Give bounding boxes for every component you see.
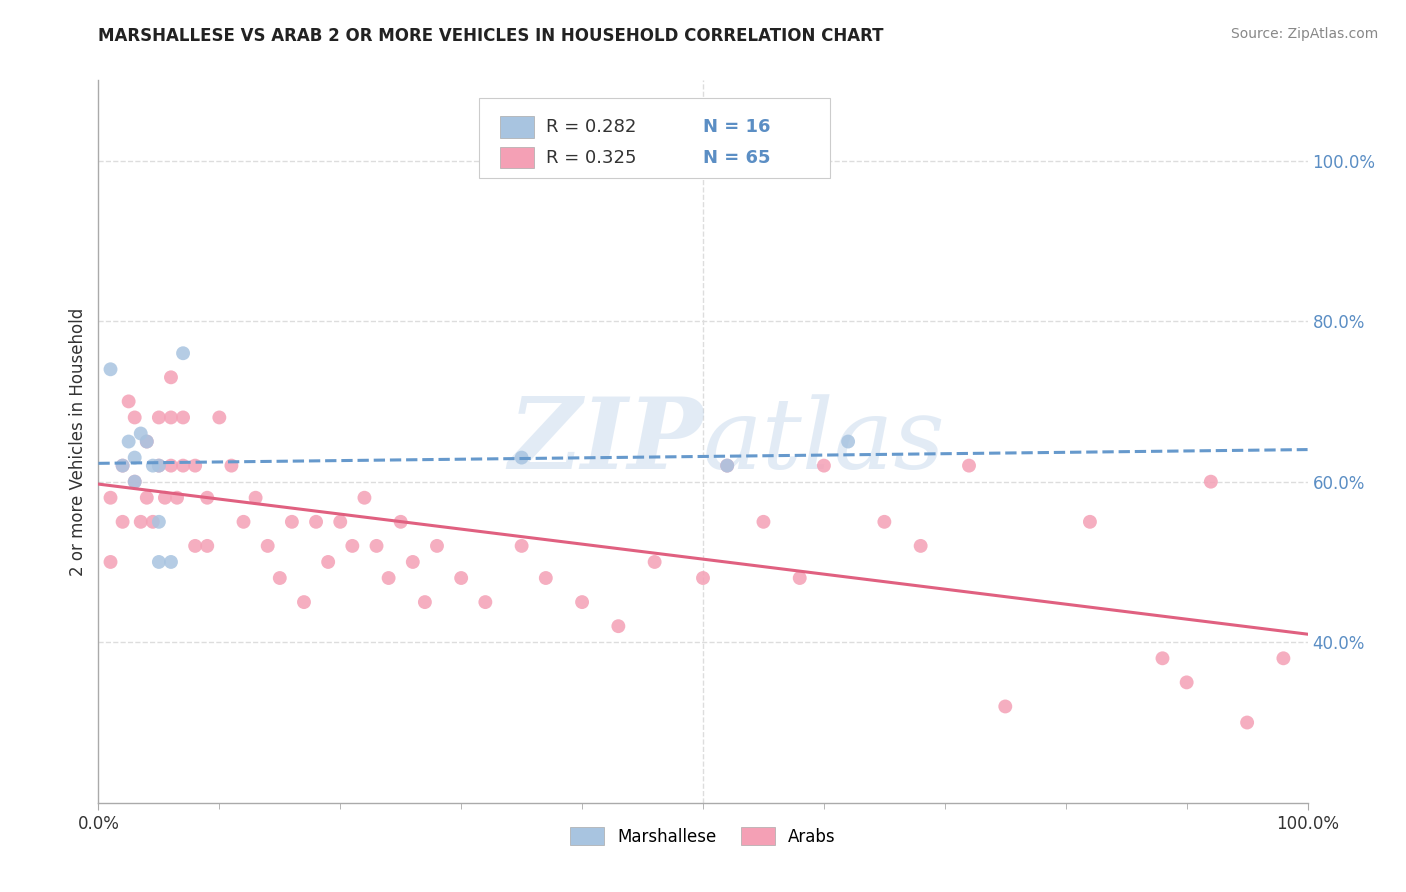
Point	[184, 458, 207, 473]
Point	[994, 699, 1017, 714]
Point	[281, 515, 304, 529]
Point	[413, 595, 436, 609]
Point	[1175, 675, 1198, 690]
Point	[135, 491, 157, 505]
Point	[389, 515, 412, 529]
Point	[232, 515, 254, 529]
Point	[353, 491, 375, 505]
Point	[607, 619, 630, 633]
Point	[129, 515, 152, 529]
Point	[256, 539, 278, 553]
Point	[160, 458, 183, 473]
Point	[148, 458, 170, 473]
FancyBboxPatch shape	[479, 98, 830, 178]
Point	[692, 571, 714, 585]
Text: ZIP: ZIP	[508, 393, 703, 490]
Point	[142, 458, 165, 473]
FancyBboxPatch shape	[501, 147, 534, 169]
Text: N = 65: N = 65	[703, 149, 770, 167]
Point	[329, 515, 352, 529]
Point	[813, 458, 835, 473]
Point	[118, 394, 141, 409]
Point	[148, 555, 170, 569]
FancyBboxPatch shape	[501, 117, 534, 138]
Point	[716, 458, 738, 473]
Point	[111, 458, 134, 473]
Point	[534, 571, 557, 585]
Point	[316, 555, 339, 569]
Point	[148, 458, 170, 473]
Text: R = 0.325: R = 0.325	[546, 149, 637, 167]
Point	[172, 458, 194, 473]
Point	[245, 491, 267, 505]
Point	[160, 370, 183, 384]
Text: N = 16: N = 16	[703, 119, 770, 136]
Point	[837, 434, 859, 449]
Point	[789, 571, 811, 585]
Point	[100, 362, 122, 376]
Text: R = 0.282: R = 0.282	[546, 119, 636, 136]
Point	[1199, 475, 1222, 489]
Point	[377, 571, 399, 585]
Point	[111, 515, 134, 529]
Point	[118, 434, 141, 449]
Point	[221, 458, 243, 473]
Point	[1272, 651, 1295, 665]
Point	[1078, 515, 1101, 529]
Point	[195, 491, 218, 505]
Y-axis label: 2 or more Vehicles in Household: 2 or more Vehicles in Household	[69, 308, 87, 575]
Point	[752, 515, 775, 529]
Point	[426, 539, 449, 553]
Point	[172, 410, 194, 425]
Point	[644, 555, 666, 569]
Point	[160, 410, 183, 425]
Text: MARSHALLESE VS ARAB 2 OR MORE VEHICLES IN HOUSEHOLD CORRELATION CHART: MARSHALLESE VS ARAB 2 OR MORE VEHICLES I…	[98, 27, 884, 45]
Point	[195, 539, 218, 553]
Legend: Marshallese, Arabs: Marshallese, Arabs	[564, 821, 842, 852]
Point	[716, 458, 738, 473]
Point	[910, 539, 932, 553]
Text: Source: ZipAtlas.com: Source: ZipAtlas.com	[1230, 27, 1378, 41]
Point	[305, 515, 328, 529]
Point	[571, 595, 593, 609]
Point	[957, 458, 980, 473]
Point	[166, 491, 188, 505]
Point	[100, 555, 122, 569]
Point	[142, 515, 165, 529]
Point	[148, 515, 170, 529]
Point	[184, 539, 207, 553]
Point	[135, 434, 157, 449]
Point	[172, 346, 194, 360]
Point	[474, 595, 496, 609]
Point	[129, 426, 152, 441]
Point	[100, 491, 122, 505]
Point	[153, 491, 176, 505]
Point	[208, 410, 231, 425]
Point	[124, 475, 146, 489]
Point	[160, 555, 183, 569]
Point	[873, 515, 896, 529]
Point	[124, 410, 146, 425]
Point	[269, 571, 291, 585]
Point	[510, 539, 533, 553]
Point	[1236, 715, 1258, 730]
Point	[366, 539, 388, 553]
Point	[124, 450, 146, 465]
Point	[124, 475, 146, 489]
Point	[1152, 651, 1174, 665]
Point	[135, 434, 157, 449]
Point	[510, 450, 533, 465]
Point	[402, 555, 425, 569]
Text: atlas: atlas	[703, 394, 946, 489]
Point	[292, 595, 315, 609]
Point	[148, 410, 170, 425]
Point	[450, 571, 472, 585]
Point	[111, 458, 134, 473]
Point	[342, 539, 364, 553]
